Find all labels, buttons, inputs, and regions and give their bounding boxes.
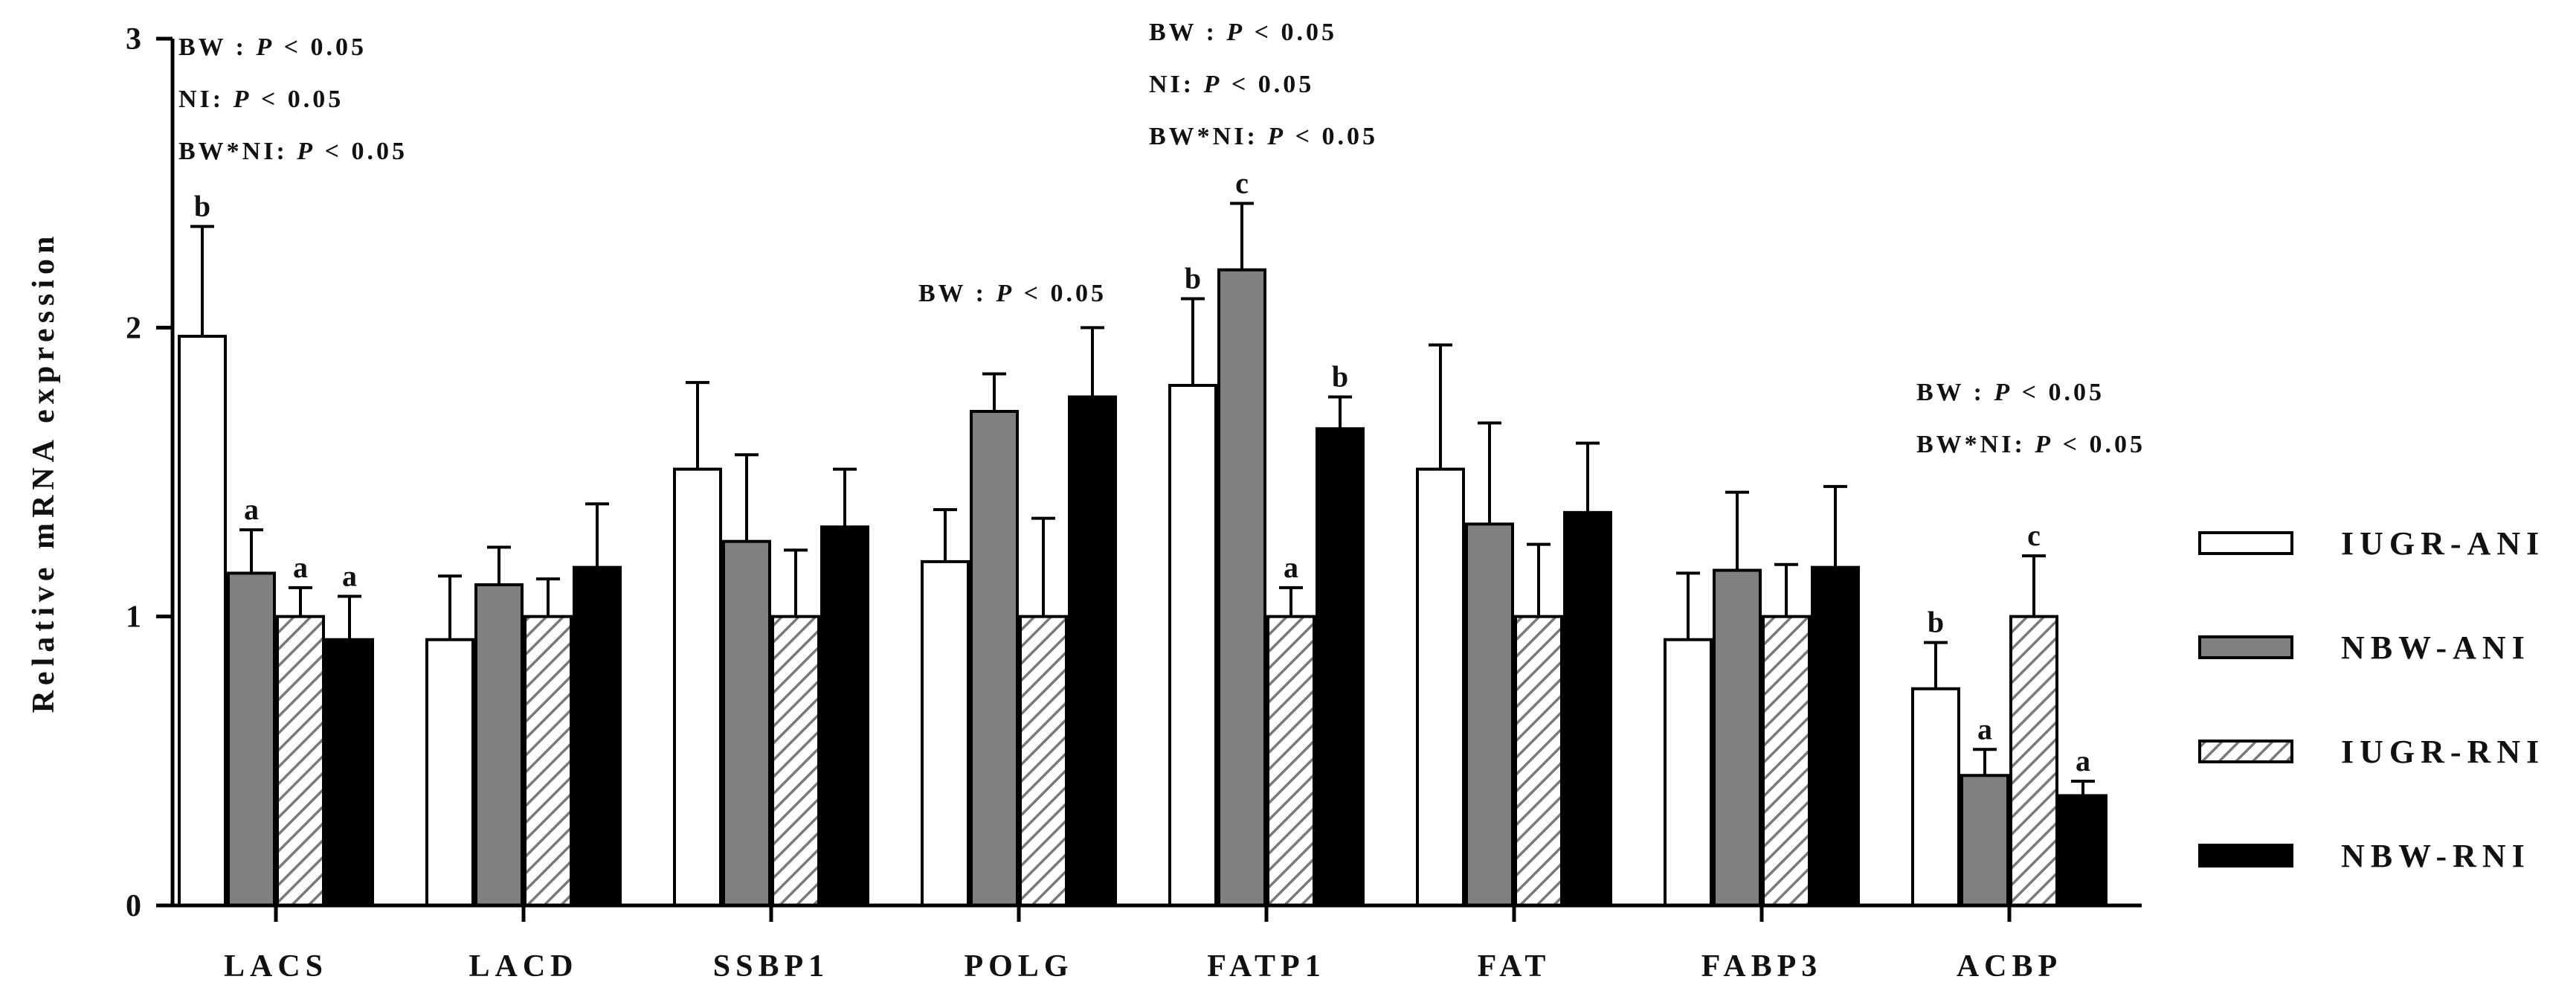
legend-label-nbw-rni: NBW-RNI bbox=[2341, 838, 2531, 874]
bar-lacd-iugr-rni bbox=[524, 615, 573, 908]
annotation-fatp1-line-3: BW*NI: P < 0.05 bbox=[1149, 123, 1378, 150]
annotation-lacs-line-3: BW*NI: P < 0.05 bbox=[178, 138, 408, 165]
bar-fabp3-nbw-ani bbox=[1713, 568, 1762, 907]
sig-letter-lacs-nbw-ani: a bbox=[244, 493, 259, 526]
annotation-lacs-line-2: NI: P < 0.05 bbox=[178, 86, 344, 113]
y-tick-label-3: 3 bbox=[126, 22, 141, 57]
bar-acbp-nbw-rni bbox=[2058, 794, 2108, 908]
bar-lacd-iugr-ani bbox=[425, 638, 474, 907]
x-tick-label-acbp: ACBP bbox=[1957, 949, 2062, 984]
bar-fatp1-nbw-ani bbox=[1217, 268, 1266, 907]
bar-lacs-nbw-rni bbox=[325, 638, 374, 907]
annotation-acbp-line-1: BW : P < 0.05 bbox=[1916, 379, 2105, 406]
bar-lacd-nbw-rni bbox=[573, 565, 622, 908]
y-tick-label-0: 0 bbox=[126, 889, 141, 923]
legend-label-iugr-rni: IUGR-RNI bbox=[2341, 734, 2545, 770]
bar-lacd-nbw-ani bbox=[474, 583, 524, 907]
bar-ssbp1-iugr-rni bbox=[771, 615, 820, 908]
bar-fabp3-nbw-rni bbox=[1811, 565, 1860, 908]
y-axis: 0 1 2 3 Relative mRNA expression bbox=[27, 22, 175, 923]
bar-fabp3-iugr-rni bbox=[1762, 615, 1811, 908]
bar-fatp1-nbw-rni bbox=[1316, 427, 1365, 907]
bar-polg-nbw-rni bbox=[1068, 395, 1117, 907]
bar-fat-iugr-rni bbox=[1514, 615, 1563, 908]
plot-area: b a a a b c a b b a c a bbox=[178, 166, 2108, 908]
annotation-fatp1-line-2: NI: P < 0.05 bbox=[1149, 71, 1314, 98]
legend-swatch-nbw-rni bbox=[2198, 844, 2293, 867]
bar-fat-iugr-ani bbox=[1416, 467, 1465, 907]
x-tick-label-fatp1: FATP1 bbox=[1207, 949, 1325, 984]
bar-lacs-nbw-ani bbox=[227, 571, 276, 908]
bar-ssbp1-nbw-rni bbox=[820, 525, 869, 907]
sig-letter-lacs-iugr-rni: a bbox=[293, 551, 308, 584]
legend-swatch-iugr-rni bbox=[2198, 740, 2293, 763]
sig-letter-fatp1-iugr-ani: b bbox=[1185, 262, 1201, 295]
bar-fabp3-iugr-ani bbox=[1664, 638, 1713, 907]
y-tick-label-2: 2 bbox=[126, 311, 141, 345]
sig-letter-lacs-nbw-rni: a bbox=[342, 559, 357, 592]
stat-annotations: BW : P < 0.05 NI: P < 0.05 BW*NI: P < 0.05… bbox=[178, 19, 2145, 458]
annotation-fatp1-line-1: BW : P < 0.05 bbox=[1149, 19, 1337, 46]
annotation-lacs-line-1: BW : P < 0.05 bbox=[178, 33, 367, 61]
legend-label-nbw-ani: NBW-ANI bbox=[2341, 629, 2531, 666]
legend-swatch-nbw-ani bbox=[2198, 635, 2293, 659]
sig-letter-fatp1-nbw-rni: b bbox=[1332, 360, 1348, 394]
bar-acbp-nbw-ani bbox=[1960, 774, 2009, 907]
legend: IUGR-ANI NBW-ANI IUGR-RNI NBW-RNI bbox=[2198, 525, 2545, 874]
bar-fatp1-iugr-ani bbox=[1168, 384, 1217, 907]
x-tick-label-lacs: LACS bbox=[224, 949, 328, 984]
bar-polg-iugr-rni bbox=[1019, 615, 1068, 908]
x-tick-label-fat: FAT bbox=[1478, 949, 1551, 984]
sig-letter-acbp-nbw-rni: a bbox=[2076, 744, 2090, 777]
annotation-acbp-line-2: BW*NI: P < 0.05 bbox=[1916, 431, 2145, 458]
sig-letter-lacs-iugr-ani: b bbox=[194, 189, 210, 222]
sig-letter-fatp1-nbw-ani: c bbox=[1235, 166, 1249, 199]
bar-fatp1-iugr-rni bbox=[1266, 615, 1316, 908]
bar-acbp-iugr-rni bbox=[2009, 615, 2058, 908]
bar-lacs-iugr-rni bbox=[276, 615, 325, 908]
annotation-polg-line-1: BW : P < 0.05 bbox=[918, 280, 1107, 307]
bar-acbp-iugr-ani bbox=[1911, 687, 1960, 907]
bar-lacs-iugr-ani bbox=[178, 334, 227, 907]
bar-ssbp1-iugr-ani bbox=[673, 467, 722, 907]
x-tick-label-lacd: LACD bbox=[468, 949, 578, 984]
bar-polg-nbw-ani bbox=[970, 409, 1019, 907]
sig-letter-acbp-iugr-rni: c bbox=[2027, 519, 2041, 552]
sig-letter-fatp1-iugr-rni: a bbox=[1284, 551, 1298, 584]
y-tick-label-1: 1 bbox=[126, 600, 141, 635]
legend-label-iugr-ani: IUGR-ANI bbox=[2341, 525, 2545, 562]
sig-letter-acbp-nbw-ani: a bbox=[1977, 712, 1992, 745]
legend-swatch-iugr-ani bbox=[2198, 531, 2293, 555]
sig-letter-acbp-iugr-ani: b bbox=[1928, 606, 1944, 639]
x-tick-label-ssbp1: SSBP1 bbox=[713, 949, 829, 984]
x-tick-label-fabp3: FABP3 bbox=[1701, 949, 1823, 984]
bar-fat-nbw-rni bbox=[1563, 510, 1612, 907]
bar-polg-iugr-ani bbox=[921, 559, 970, 908]
bar-fat-nbw-ani bbox=[1465, 522, 1514, 907]
bar-ssbp1-nbw-ani bbox=[722, 539, 771, 907]
x-axis: LACS LACD SSBP1 POLG FATP1 FAT FABP3 ACBP bbox=[173, 903, 2142, 984]
y-axis-label: Relative mRNA expression bbox=[27, 231, 61, 713]
x-tick-label-polg: POLG bbox=[964, 949, 1073, 984]
